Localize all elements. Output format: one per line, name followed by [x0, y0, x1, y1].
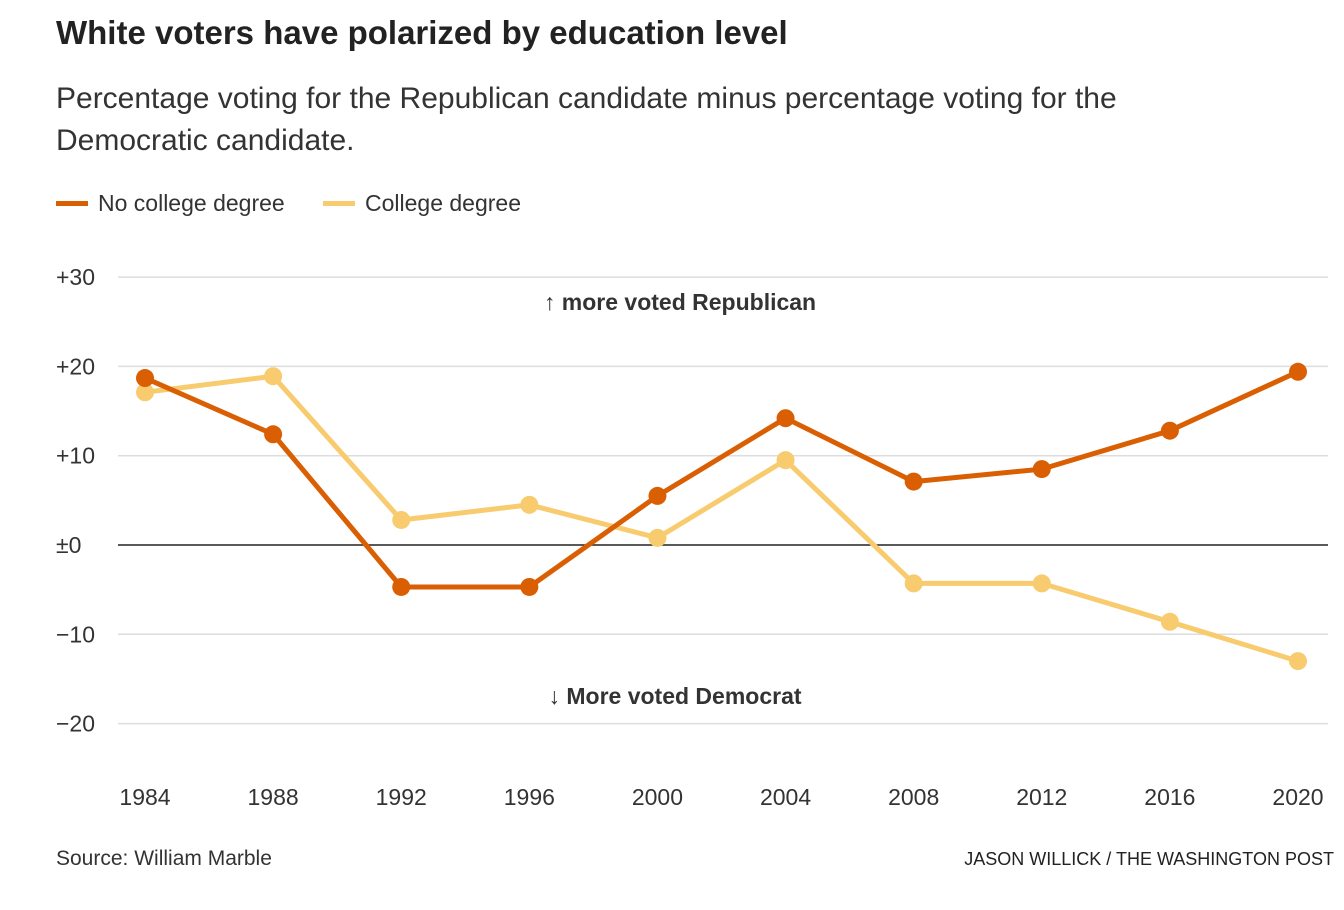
data-point-no-college — [136, 369, 154, 388]
x-tick-label: 2020 — [1272, 784, 1323, 810]
data-point-no-college — [904, 472, 923, 491]
legend-label: No college degree — [98, 190, 285, 216]
y-tick-label: ±0 — [56, 532, 81, 558]
legend-label: College degree — [365, 190, 522, 216]
x-tick-label: 1984 — [119, 784, 170, 810]
x-tick-label: 1996 — [504, 784, 555, 810]
data-point-college — [392, 510, 411, 529]
x-tick-label: 2012 — [1016, 784, 1067, 810]
data-point-no-college — [264, 425, 283, 444]
data-point-no-college — [648, 486, 667, 505]
x-tick-label: 2000 — [632, 784, 683, 810]
y-tick-label: −10 — [56, 621, 95, 647]
data-point-no-college — [1160, 421, 1179, 440]
x-tick-label: 2008 — [888, 784, 939, 810]
data-point-college — [520, 495, 539, 514]
y-tick-label: +30 — [56, 264, 95, 290]
series-line-college — [144, 373, 1299, 664]
x-tick-label: 2004 — [760, 784, 811, 810]
y-tick-label: +20 — [56, 353, 95, 379]
data-point-college — [904, 574, 923, 593]
legend-item-no-college: No college degree — [56, 190, 285, 217]
data-point-college — [648, 528, 667, 547]
y-tick-label: −20 — [56, 711, 95, 737]
chart-title: White voters have polarized by education… — [56, 14, 788, 51]
legend-item-college: College degree — [323, 190, 521, 217]
data-point-college — [1160, 612, 1179, 631]
data-point-no-college — [1032, 460, 1051, 479]
data-point-no-college — [520, 577, 539, 596]
credit-line: JASON WILLICK / THE WASHINGTON POST — [964, 849, 1334, 869]
data-point-college — [136, 383, 154, 402]
source-note: Source: William Marble — [56, 847, 272, 870]
x-tick-label: 1992 — [376, 784, 427, 810]
data-point-no-college — [776, 409, 795, 428]
legend-swatch-college — [323, 201, 355, 206]
data-point-college — [264, 367, 283, 386]
chart-subtitle: Percentage voting for the Republican can… — [56, 82, 1117, 157]
data-point-no-college — [1289, 362, 1307, 381]
legend-swatch-no-college — [56, 201, 88, 206]
y-tick-label: +10 — [56, 443, 95, 469]
annotation-republican: ↑ more voted Republican — [544, 289, 816, 315]
x-tick-label: 1988 — [248, 784, 299, 810]
data-point-no-college — [392, 577, 411, 596]
data-point-college — [776, 451, 795, 470]
series-line-no-college — [143, 369, 1300, 590]
x-tick-label: 2016 — [1144, 784, 1195, 810]
data-point-college — [1289, 652, 1307, 671]
annotation-democrat: ↓ More voted Democrat — [548, 683, 801, 709]
data-point-college — [1032, 574, 1051, 593]
